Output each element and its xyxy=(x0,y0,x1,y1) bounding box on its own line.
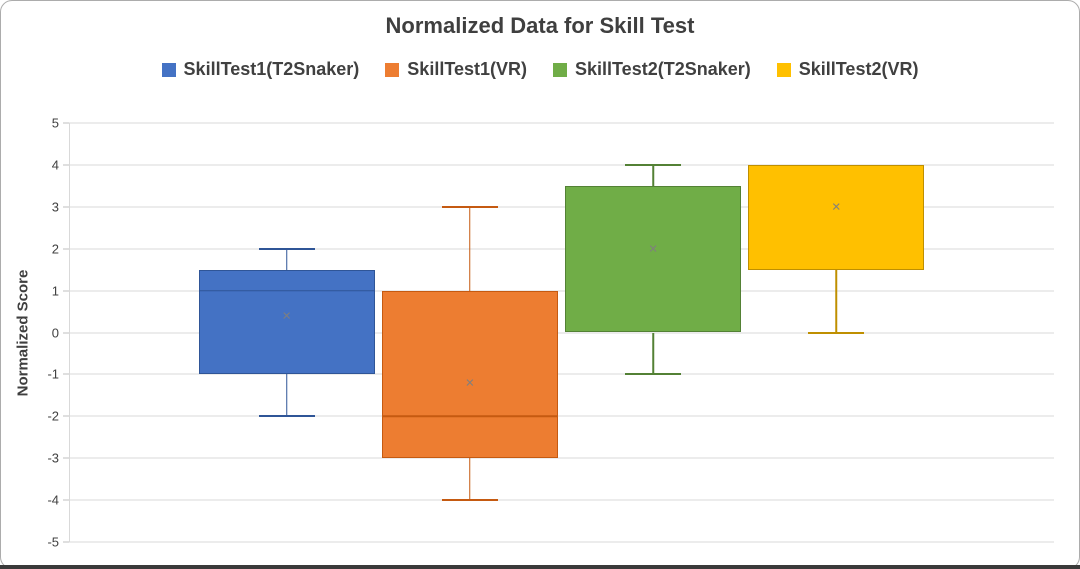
whisker-lower-line xyxy=(285,374,288,417)
axis-tick-mark xyxy=(63,332,69,333)
legend-item: SkillTest2(VR) xyxy=(776,59,919,80)
gridline xyxy=(69,457,1054,459)
legend-label: SkillTest1(VR) xyxy=(407,59,527,79)
mean-marker: × xyxy=(465,374,475,392)
whisker-upper-line xyxy=(652,164,654,186)
gridline xyxy=(69,332,1054,333)
y-tick-label: 5 xyxy=(51,115,59,131)
box xyxy=(381,290,558,459)
gridline xyxy=(69,499,1054,501)
axis-tick-mark xyxy=(63,457,69,459)
y-tick-label: 0 xyxy=(51,325,59,340)
whisker-lower-line xyxy=(652,332,654,375)
axis-tick-mark xyxy=(63,499,69,501)
box xyxy=(198,269,375,375)
box xyxy=(565,185,742,333)
legend-swatch xyxy=(385,62,400,77)
gridline xyxy=(69,248,1054,250)
median-line xyxy=(198,289,375,292)
legend-item: SkillTest1(T2Snaker) xyxy=(161,59,360,80)
plot-area: × × × × xyxy=(63,122,1054,543)
legend-swatch xyxy=(776,62,791,77)
y-axis-ticks: 5 4 3 2 1 0 -1 -2 -3 -4 -5 xyxy=(1,116,65,550)
screen-bottom-edge xyxy=(0,565,1080,569)
mean-marker: × xyxy=(831,198,841,216)
legend-swatch xyxy=(553,62,567,77)
legend-item: SkillTest2(T2Snaker) xyxy=(553,59,751,80)
mean-marker: × xyxy=(648,240,658,258)
whisker-lower-cap xyxy=(258,415,315,418)
gridline xyxy=(69,164,1054,166)
whisker-lower-cap xyxy=(808,331,865,334)
y-tick-label: 1 xyxy=(51,283,59,299)
y-tick-label: 4 xyxy=(51,157,59,173)
gridline xyxy=(69,122,1054,124)
whisker-lower-line xyxy=(835,269,838,333)
whisker-upper-line xyxy=(469,206,471,291)
y-tick-label: -3 xyxy=(47,450,59,466)
y-tick-label: -5 xyxy=(47,534,59,550)
axis-tick-mark xyxy=(63,290,69,292)
axis-tick-mark xyxy=(63,122,69,124)
y-tick-label: 3 xyxy=(51,199,59,215)
y-tick-label: -4 xyxy=(47,492,59,508)
whisker-lower-line xyxy=(469,458,471,501)
gridline xyxy=(69,541,1054,543)
gridline xyxy=(69,290,1054,292)
chart-title: Normalized Data for Skill Test xyxy=(385,13,695,38)
legend-label: SkillTest1(T2Snaker) xyxy=(183,59,360,79)
whisker-lower-cap xyxy=(624,373,682,376)
y-tick-label: -1 xyxy=(47,366,59,382)
y-tick-label: -2 xyxy=(47,408,59,424)
whisker-upper-cap xyxy=(624,163,682,166)
axis-tick-mark xyxy=(63,415,69,417)
axis-tick-mark xyxy=(63,248,69,250)
median-line xyxy=(381,415,558,418)
legend: SkillTest1(T2Snaker) SkillTest1(VR) SkillT… xyxy=(1,59,1079,80)
whisker-upper-cap xyxy=(258,247,315,250)
axis-tick-mark xyxy=(63,541,69,543)
legend-label: SkillTest2(VR) xyxy=(798,59,919,79)
gridline xyxy=(69,373,1054,375)
legend-item: SkillTest1(VR) xyxy=(385,59,527,80)
axis-tick-mark xyxy=(63,164,69,166)
legend-swatch xyxy=(161,62,176,77)
gridline xyxy=(69,415,1054,417)
legend-label: SkillTest2(T2Snaker) xyxy=(575,59,751,79)
y-tick-label: 2 xyxy=(51,241,59,257)
gridline xyxy=(69,206,1054,208)
box xyxy=(748,164,925,270)
axis-tick-mark xyxy=(63,373,69,375)
axis-tick-mark xyxy=(63,206,69,208)
mean-marker: × xyxy=(282,307,292,325)
whisker-upper-cap xyxy=(441,205,499,208)
whisker-upper-line xyxy=(285,248,288,270)
whisker-lower-cap xyxy=(441,499,499,502)
